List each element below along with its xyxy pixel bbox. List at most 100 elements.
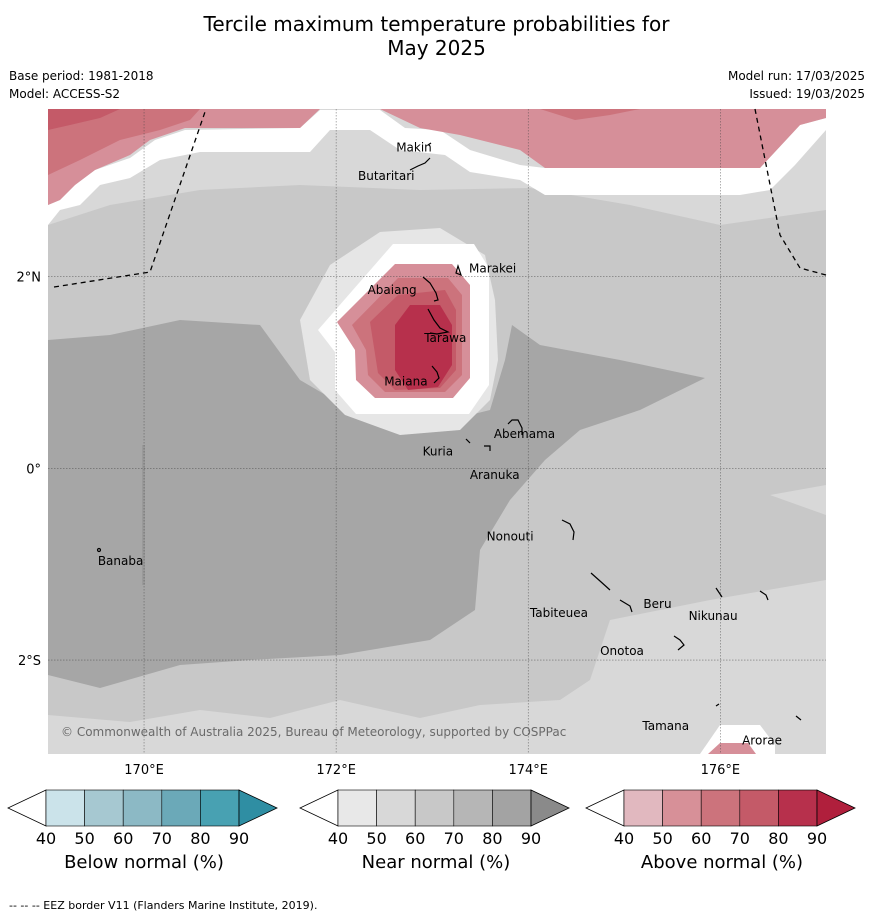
meta-right: Model run: 17/03/2025 Issued: 19/03/2025 <box>728 67 865 103</box>
colorbar-tick-label: 70 <box>152 829 172 848</box>
colorbar-segment <box>662 789 702 827</box>
place-labels: Makin Butaritari Marakei Abaiang Tarawa Maian… <box>98 140 782 747</box>
colorbar-segment <box>778 789 818 827</box>
colorbar-segment <box>200 789 240 827</box>
colorbar-tick-label: 40 <box>36 829 56 848</box>
eez-border-east <box>754 108 827 276</box>
place-label-makin: Makin <box>396 140 432 154</box>
field-top-above-80 <box>48 109 120 130</box>
eez-border <box>53 108 827 288</box>
islands <box>96 142 802 721</box>
island-maiana <box>431 365 440 384</box>
meta-left: Base period: 1981-2018 Model: ACCESS-S2 <box>9 67 154 103</box>
place-label-arorae: Arorae <box>742 733 782 747</box>
colorbar-tick-label: 60 <box>691 829 711 848</box>
colorbar-below: 40 50 60 70 80 90 <box>7 789 278 848</box>
colorbar-tick-label: 40 <box>328 829 348 848</box>
map-title: Tercile maximum temperature probabilitie… <box>0 12 873 60</box>
place-label-tamana: Tamana <box>641 719 689 733</box>
lat-tick-label: 2°S <box>18 654 41 669</box>
field-top-above-70 <box>48 109 200 175</box>
colorbar-tick-label: 50 <box>366 829 386 848</box>
field-top-above-80-b <box>540 109 640 120</box>
island-aranuka <box>484 445 491 451</box>
place-label-butaritari: Butaritari <box>358 169 415 183</box>
place-label-nikunau: Nikunau <box>689 609 738 623</box>
legends: 40 50 60 70 80 90 40 50 60 70 80 90 40 50 60 70 80 90 <box>7 789 856 848</box>
lat-tick-label: 2°N <box>17 271 42 286</box>
field-above-90 <box>395 305 452 390</box>
island-beru <box>715 587 723 598</box>
island-arorae <box>795 715 802 721</box>
field-near-70 <box>48 320 705 688</box>
legend-title-below: Below normal (%) <box>64 852 224 873</box>
colorbar-tick-label: 80 <box>768 829 788 848</box>
colorbar-segment <box>45 789 85 827</box>
colorbar-tick-label: 70 <box>444 829 464 848</box>
island-kuria <box>465 438 471 444</box>
colorbar-segment <box>700 789 741 827</box>
colorbar-tick-label: 40 <box>614 829 634 848</box>
colorbar-tick-label: 80 <box>482 829 502 848</box>
colorbar-tick-label: 90 <box>807 829 827 848</box>
place-label-tarawa: Tarawa <box>423 331 466 345</box>
lon-tick-label: 174°E <box>508 763 548 778</box>
base-period: Base period: 1981-2018 <box>9 69 154 83</box>
place-label-aranuka: Aranuka <box>470 468 520 482</box>
island-nikunau <box>759 590 769 601</box>
colorbar-segment <box>492 789 532 827</box>
colorbar-segment <box>122 789 163 827</box>
colorbar-segment <box>376 789 416 827</box>
field-bottom-above <box>708 743 756 754</box>
place-label-kuria: Kuria <box>423 444 454 458</box>
colorbar-tick-label: 80 <box>190 829 210 848</box>
field-strip <box>142 445 145 585</box>
footer-note: -- -- -- EEZ border V11 (Flanders Marine… <box>9 899 318 912</box>
island-tamana <box>715 703 720 707</box>
island-abaiang <box>422 276 439 302</box>
place-label-banaba: Banaba <box>98 554 144 568</box>
colorbar-tick-label: 90 <box>229 829 249 848</box>
colorbar-extend-high <box>530 789 570 827</box>
colorbar-segment <box>337 789 377 827</box>
place-label-abemama: Abemama <box>494 427 555 441</box>
colorbar-tick-label: 60 <box>405 829 425 848</box>
colorbar-segment <box>623 789 663 827</box>
island-tabiteuea <box>590 572 633 613</box>
place-label-marakei: Marakei <box>469 262 516 276</box>
island-onotoa <box>673 635 685 651</box>
island-abemama <box>507 419 523 435</box>
colorbar-extend-low <box>299 789 339 827</box>
lon-tick-label: 172°E <box>316 763 356 778</box>
place-label-beru: Beru <box>643 597 671 611</box>
colorbar-extend-high <box>238 789 278 827</box>
colorbar-tick-label: 60 <box>113 829 133 848</box>
colorbar-above: 40 50 60 70 80 90 <box>585 789 856 848</box>
copyright-notice: © Commonwealth of Australia 2025, Bureau… <box>61 725 566 739</box>
model-run: Model run: 17/03/2025 <box>727 69 865 83</box>
colorbar-extend-low <box>7 789 47 827</box>
colorbar-extend-low <box>585 789 625 827</box>
colorbar-extend-high <box>816 789 856 827</box>
island-tarawa <box>427 308 450 335</box>
title-line-2: May 2025 <box>387 36 486 60</box>
colorbar-tick-label: 70 <box>730 829 750 848</box>
field-top-white <box>48 110 826 225</box>
place-label-onotoa: Onotoa <box>600 644 644 658</box>
island-butaritari <box>409 157 431 171</box>
island-makin <box>427 142 432 146</box>
issued-date: Issued: 19/03/2025 <box>749 87 865 101</box>
colorbar-segment <box>161 789 201 827</box>
place-label-abaiang: Abaiang <box>368 283 417 297</box>
colorbar-segment <box>739 789 779 827</box>
probability-field <box>48 109 826 754</box>
lon-tick-label: 176°E <box>701 763 741 778</box>
model-name: Model: ACCESS-S2 <box>9 87 121 101</box>
lon-tick-label: 170°E <box>124 763 164 778</box>
colorbar-near: 40 50 60 70 80 90 <box>299 789 570 848</box>
colorbar-segment <box>453 789 493 827</box>
island-nonouti <box>561 519 575 541</box>
place-label-maiana: Maiana <box>384 374 427 388</box>
axis-labels: 170°E 172°E 174°E 176°E 2°N 0° 2°S <box>17 271 741 778</box>
